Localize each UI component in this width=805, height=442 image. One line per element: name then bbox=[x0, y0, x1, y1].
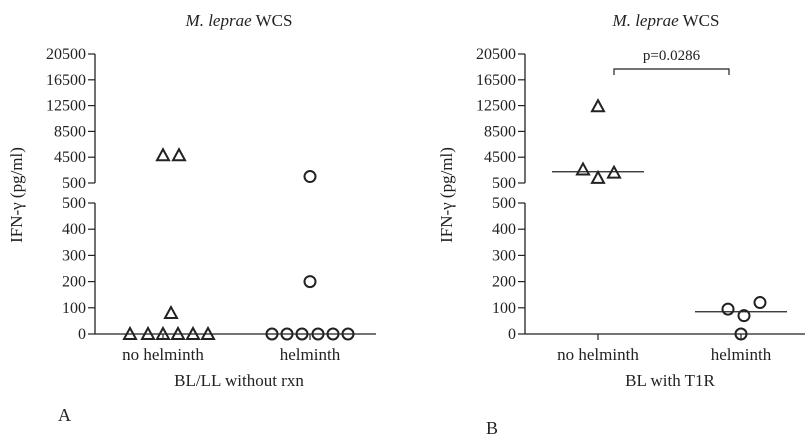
panel-a-point-circle-0 bbox=[265, 327, 279, 341]
panel-a-point-circle-3 bbox=[311, 327, 325, 341]
panel-a-y-axis-label: IFN-γ (pg/ml) bbox=[7, 147, 26, 243]
panel-a-point-triangle-7 bbox=[155, 147, 171, 162]
panel-a-point-circle-1 bbox=[280, 327, 294, 341]
panel-a-point-circle-4 bbox=[326, 327, 340, 341]
panel-b-p-value-label: p=0.0286 bbox=[643, 48, 701, 64]
panel-letter-a: A bbox=[58, 405, 71, 425]
panel-b-y-tick-label-upper-20500: 20500 bbox=[476, 46, 516, 63]
panel-b-point-circle-1 bbox=[737, 309, 751, 323]
panel-a-y-tick-label-upper-500: 500 bbox=[62, 175, 86, 192]
panel-b-y-tick-label-upper-500: 500 bbox=[492, 175, 516, 192]
panel-a-y-tick-label-upper-20500: 20500 bbox=[46, 46, 86, 63]
panel-a-point-circle-7 bbox=[303, 170, 317, 184]
panel-a-point-circle-5 bbox=[341, 327, 355, 341]
panel-a-y-tick-label-upper-12500: 12500 bbox=[46, 98, 86, 115]
panel-b-y-tick-label-lower-200: 200 bbox=[492, 274, 516, 291]
panel-b-y-tick-label-upper-12500: 12500 bbox=[476, 98, 516, 115]
panel-a-y-tick-label-upper-16500: 16500 bbox=[46, 72, 86, 89]
panel-b-y-tick-label-lower-300: 300 bbox=[492, 247, 516, 264]
panel-a-x-tick-label-1: helminth bbox=[280, 345, 341, 364]
panel-a-y-tick-label-upper-8500: 8500 bbox=[54, 123, 86, 140]
panel-b-y-tick-label-lower-0: 0 bbox=[508, 326, 516, 343]
panel-b-y-tick-label-upper-4500: 4500 bbox=[484, 149, 516, 166]
panel-a-x-tick-label-0: no helminth bbox=[122, 345, 204, 364]
panel-b-point-circle-3 bbox=[734, 327, 748, 341]
panel-a-point-circle-6 bbox=[303, 275, 317, 289]
panel-a-y-tick-label-lower-0: 0 bbox=[78, 326, 86, 343]
panel-a-point-triangle-1 bbox=[140, 325, 156, 340]
panel-a-point-triangle-2 bbox=[155, 325, 171, 340]
panel-b-x-axis-label: BL with T1R bbox=[625, 371, 715, 390]
panel-b-point-circle-2 bbox=[753, 296, 767, 310]
panel-a-point-triangle-8 bbox=[171, 147, 187, 162]
panel-b-y-tick-label-lower-100: 100 bbox=[492, 300, 516, 317]
panel-a-point-triangle-6 bbox=[163, 304, 179, 320]
panel-b-significance-bracket bbox=[613, 68, 730, 75]
panel-b-point-triangle-0 bbox=[575, 161, 591, 176]
panel-b-y-tick-label-upper-8500: 8500 bbox=[484, 123, 516, 140]
panel-b-point-triangle-3 bbox=[590, 98, 606, 113]
panel-b-point-circle-0 bbox=[721, 302, 735, 316]
panel-b-point-triangle-1 bbox=[590, 169, 606, 184]
panel-a-point-triangle-0 bbox=[122, 325, 138, 340]
panel-b-y-tick-label-upper-16500: 16500 bbox=[476, 72, 516, 89]
panel-a-y-tick-label-upper-4500: 4500 bbox=[54, 149, 86, 166]
panel-a-point-triangle-3 bbox=[170, 325, 186, 340]
panel-a-title: M. leprae WCS bbox=[185, 11, 293, 30]
panel-a-point-triangle-5 bbox=[200, 325, 216, 340]
panel-a-x-axis-label: BL/LL without rxn bbox=[174, 371, 304, 390]
panel-b-title: M. leprae WCS bbox=[612, 11, 720, 30]
panel-a-y-tick-label-lower-200: 200 bbox=[62, 274, 86, 291]
panel-b-y-axis-label: IFN-γ (pg/ml) bbox=[437, 147, 456, 243]
panel-letter-b: B bbox=[486, 418, 499, 438]
panel-b-y-tick-label-lower-500: 500 bbox=[492, 195, 516, 212]
panel-b-x-tick-label-1: helminth bbox=[711, 345, 772, 364]
panel-a-y-tick-label-lower-300: 300 bbox=[62, 247, 86, 264]
panel-a-point-triangle-4 bbox=[185, 325, 201, 340]
panel-b-x-tick-label-0: no helminth bbox=[557, 345, 639, 364]
panel-a-y-tick-label-lower-400: 400 bbox=[62, 221, 86, 238]
panel-b-y-tick-label-lower-400: 400 bbox=[492, 221, 516, 238]
panel-a-y-tick-label-lower-500: 500 bbox=[62, 195, 86, 212]
panel-a-point-circle-2 bbox=[295, 327, 309, 341]
panel-a-y-tick-label-lower-100: 100 bbox=[62, 300, 86, 317]
